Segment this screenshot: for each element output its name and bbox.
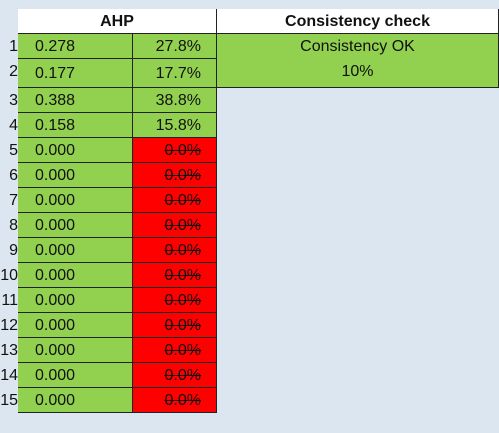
weight-cell[interactable]: 0.177 [18,59,133,88]
row-number: 15 [0,388,18,413]
percent-cell[interactable]: 0.0% [133,238,217,263]
weight-cell[interactable]: 0.000 [18,263,133,288]
percent-cell[interactable]: 0.0% [133,338,217,363]
row-number: 13 [0,338,18,363]
percent-cell[interactable]: 0.0% [133,138,217,163]
row-number: 2 [0,59,18,84]
row-number: 5 [0,138,18,163]
weight-cell[interactable]: 0.000 [18,288,133,313]
row-number: 4 [0,113,18,138]
weight-cell[interactable]: 0.158 [18,113,133,138]
percent-cell[interactable]: 17.7% [133,59,217,88]
percent-cell[interactable]: 0.0% [133,213,217,238]
row-number: 9 [0,238,18,263]
row-number: 8 [0,213,18,238]
percent-cell[interactable]: 15.8% [133,113,217,138]
percent-cell[interactable]: 0.0% [133,263,217,288]
consistency-status[interactable]: Consistency OK [217,34,499,59]
consistency-value[interactable]: 10% [217,59,499,88]
percent-cell[interactable]: 0.0% [133,313,217,338]
row-number: 3 [0,88,18,113]
weight-cell[interactable]: 0.000 [18,238,133,263]
weight-cell[interactable]: 0.000 [18,138,133,163]
row-number: 1 [0,34,18,59]
weight-cell[interactable]: 0.000 [18,188,133,213]
consistency-check-header[interactable]: Consistency check [217,9,499,34]
weight-cell[interactable]: 0.388 [18,88,133,113]
ahp-header[interactable]: AHP [18,9,217,34]
percent-cell[interactable]: 0.0% [133,163,217,188]
weight-cell[interactable]: 0.000 [18,213,133,238]
weight-cell[interactable]: 0.000 [18,388,133,413]
row-number: 12 [0,313,18,338]
percent-cell[interactable]: 0.0% [133,288,217,313]
percent-cell[interactable]: 27.8% [133,34,217,59]
row-number: 14 [0,363,18,388]
weight-cell[interactable]: 0.000 [18,313,133,338]
row-number: 10 [0,263,18,288]
weight-cell[interactable]: 0.000 [18,338,133,363]
percent-cell[interactable]: 0.0% [133,188,217,213]
row-number: 6 [0,163,18,188]
weight-cell[interactable]: 0.000 [18,363,133,388]
percent-cell[interactable]: 0.0% [133,388,217,413]
percent-cell[interactable]: 38.8% [133,88,217,113]
weight-cell[interactable]: 0.000 [18,163,133,188]
row-number: 11 [0,288,18,313]
weight-cell[interactable]: 0.278 [18,34,133,59]
row-number: 7 [0,188,18,213]
percent-cell[interactable]: 0.0% [133,363,217,388]
